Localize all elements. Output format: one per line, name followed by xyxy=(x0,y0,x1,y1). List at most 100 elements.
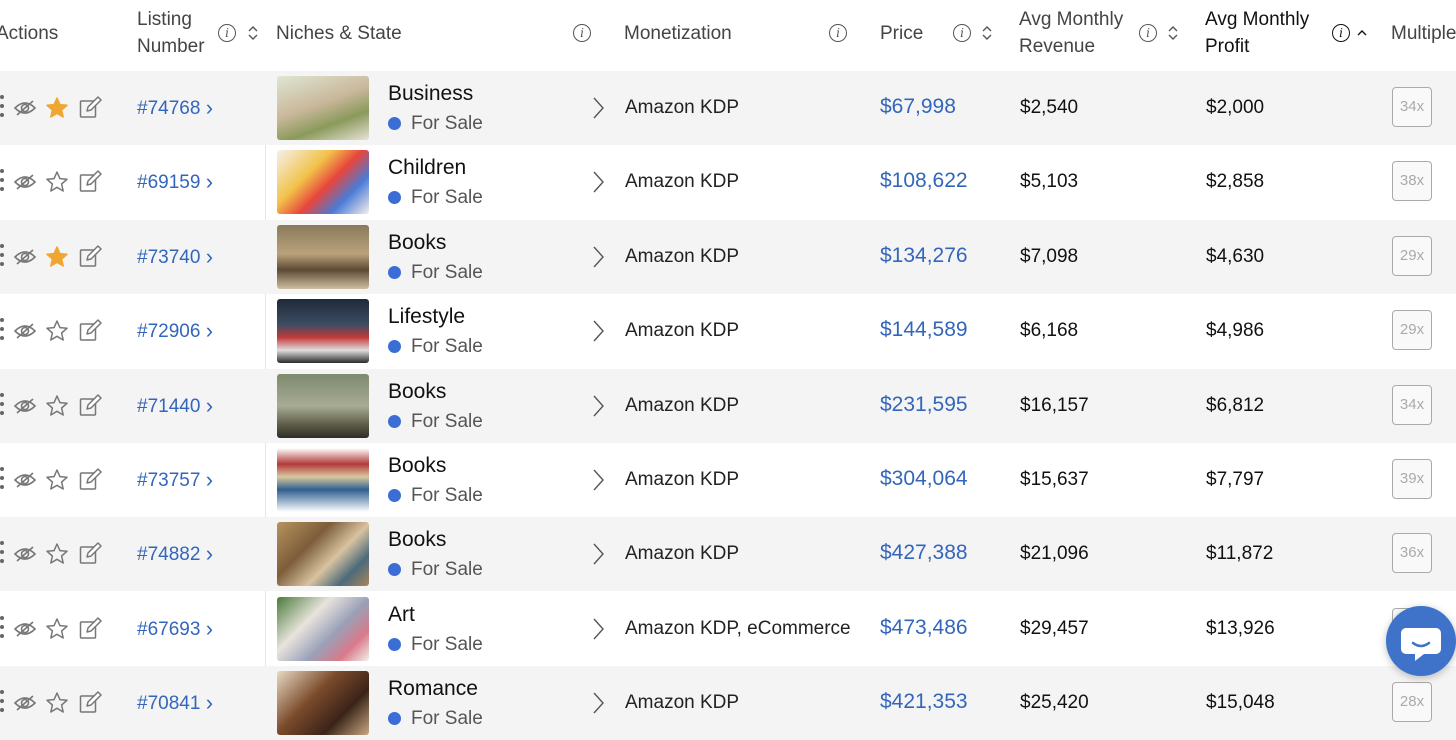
listing-number-link[interactable]: #72906 › xyxy=(137,319,213,344)
expand-chevron-icon[interactable] xyxy=(591,94,605,122)
sort-icon[interactable] xyxy=(1168,24,1178,42)
drag-handle-icon[interactable] xyxy=(0,169,4,195)
star-icon[interactable] xyxy=(45,691,69,715)
monetization-value: Amazon KDP xyxy=(625,394,740,416)
hide-eye-icon[interactable] xyxy=(13,170,37,194)
expand-chevron-icon[interactable] xyxy=(591,392,605,420)
info-icon[interactable]: i xyxy=(573,24,591,42)
drag-handle-icon[interactable] xyxy=(0,318,4,344)
status-dot xyxy=(388,414,401,428)
chat-button[interactable] xyxy=(1386,606,1456,676)
edit-note-icon[interactable] xyxy=(78,393,102,418)
listing-number-link[interactable]: #74882 › xyxy=(137,542,213,567)
price-value: $67,998 xyxy=(880,95,956,118)
info-icon[interactable]: i xyxy=(1139,24,1157,42)
avg-profit-value: $6,812 xyxy=(1206,394,1265,416)
drag-handle-icon[interactable] xyxy=(0,541,4,567)
hide-eye-icon[interactable] xyxy=(13,691,37,715)
hide-eye-icon[interactable] xyxy=(13,542,37,566)
expand-chevron-icon[interactable] xyxy=(591,466,605,494)
info-icon[interactable]: i xyxy=(1332,24,1350,42)
header-price[interactable]: Price xyxy=(880,23,924,44)
hide-eye-icon[interactable] xyxy=(13,319,37,343)
header-listing-number[interactable]: Listing Number xyxy=(137,6,205,60)
status-dot xyxy=(388,563,401,577)
monetization-value: Amazon KDP xyxy=(625,320,740,342)
star-icon[interactable] xyxy=(45,394,69,418)
drag-handle-icon[interactable] xyxy=(0,467,4,493)
niche-label: Business xyxy=(388,82,474,105)
multiple-badge: 28x xyxy=(1392,682,1432,723)
listing-number-link[interactable]: #69159 › xyxy=(137,170,213,195)
multiple-badge: 39x xyxy=(1392,459,1432,499)
edit-note-icon[interactable] xyxy=(78,245,102,269)
listing-state: For Sale xyxy=(388,632,483,658)
star-icon[interactable] xyxy=(45,319,69,343)
avg-profit-value: $2,000 xyxy=(1206,97,1265,118)
expand-chevron-icon[interactable] xyxy=(591,689,605,717)
expand-chevron-icon[interactable] xyxy=(591,317,605,345)
listing-number-link[interactable]: #71440 › xyxy=(137,393,213,419)
table-row: #74882 › Books For Sale Amazon KDP $427,… xyxy=(0,517,1456,592)
drag-handle-icon[interactable] xyxy=(0,95,4,121)
star-filled-icon[interactable] xyxy=(45,96,69,120)
star-icon[interactable] xyxy=(45,617,69,641)
listing-number-link[interactable]: #73757 › xyxy=(137,468,213,493)
expand-chevron-icon[interactable] xyxy=(591,615,605,643)
info-icon[interactable]: i xyxy=(829,24,847,42)
sort-ascending-icon[interactable] xyxy=(1357,24,1367,42)
listing-thumbnail xyxy=(277,76,369,140)
niche-label: Art xyxy=(388,602,415,626)
table-row: #69159 › Children For Sale Amazon KDP $1… xyxy=(0,145,1456,219)
expand-chevron-icon[interactable] xyxy=(591,168,605,196)
hide-eye-icon[interactable] xyxy=(13,468,37,492)
edit-note-icon[interactable] xyxy=(78,542,102,566)
hide-eye-icon[interactable] xyxy=(13,394,37,418)
state-label: For Sale xyxy=(411,336,483,358)
hide-eye-icon[interactable] xyxy=(13,96,37,120)
table-row: #73757 › Books For Sale Amazon KDP $304,… xyxy=(0,443,1456,517)
chevron-right-icon: › xyxy=(205,615,214,641)
edit-note-icon[interactable] xyxy=(78,468,102,492)
header-avg-monthly-revenue[interactable]: Avg Monthly Revenue xyxy=(1019,6,1123,60)
monetization-value: Amazon KDP xyxy=(625,692,740,714)
drag-handle-icon[interactable] xyxy=(0,690,4,716)
info-icon[interactable]: i xyxy=(218,24,236,42)
edit-note-icon[interactable] xyxy=(78,617,102,641)
avg-profit-value: $4,986 xyxy=(1206,320,1265,342)
star-filled-icon[interactable] xyxy=(45,245,69,269)
info-icon[interactable]: i xyxy=(953,24,971,42)
status-dot xyxy=(388,712,401,726)
expand-chevron-icon[interactable] xyxy=(591,540,605,568)
sort-icon[interactable] xyxy=(982,24,992,42)
avg-revenue-value: $5,103 xyxy=(1020,171,1079,193)
header-avg-monthly-profit[interactable]: Avg Monthly Profit xyxy=(1205,6,1309,60)
listing-number-link[interactable]: #74768 › xyxy=(137,96,213,121)
star-icon[interactable] xyxy=(45,170,69,194)
edit-note-icon[interactable] xyxy=(78,319,102,343)
drag-handle-icon[interactable] xyxy=(0,392,4,419)
hide-eye-icon[interactable] xyxy=(13,617,37,641)
listing-number-link[interactable]: #67693 › xyxy=(137,615,214,642)
edit-note-icon[interactable] xyxy=(78,96,102,120)
star-icon[interactable] xyxy=(45,468,69,492)
chevron-right-icon: › xyxy=(205,95,214,120)
avg-revenue-value: $7,098 xyxy=(1020,245,1079,267)
drag-handle-icon[interactable] xyxy=(0,615,4,642)
listing-number-link[interactable]: #73740 › xyxy=(137,244,213,270)
table-row: #72906 › Lifestyle For Sale Amazon KDP $… xyxy=(0,294,1456,368)
edit-note-icon[interactable] xyxy=(78,170,102,194)
sort-icon[interactable] xyxy=(248,24,258,42)
state-label: For Sale xyxy=(411,261,483,283)
edit-note-icon[interactable] xyxy=(78,691,102,715)
drag-handle-icon[interactable] xyxy=(0,243,4,270)
listing-state: For Sale xyxy=(388,334,483,360)
listing-state: For Sale xyxy=(388,409,483,435)
listing-number-link[interactable]: #70841 › xyxy=(137,691,213,716)
header-multiple[interactable]: Multiple xyxy=(1391,23,1456,44)
star-icon[interactable] xyxy=(45,542,69,566)
niche-label: Books xyxy=(388,230,447,254)
expand-chevron-icon[interactable] xyxy=(591,243,605,271)
monetization-value: Amazon KDP xyxy=(625,171,740,193)
hide-eye-icon[interactable] xyxy=(13,245,37,269)
